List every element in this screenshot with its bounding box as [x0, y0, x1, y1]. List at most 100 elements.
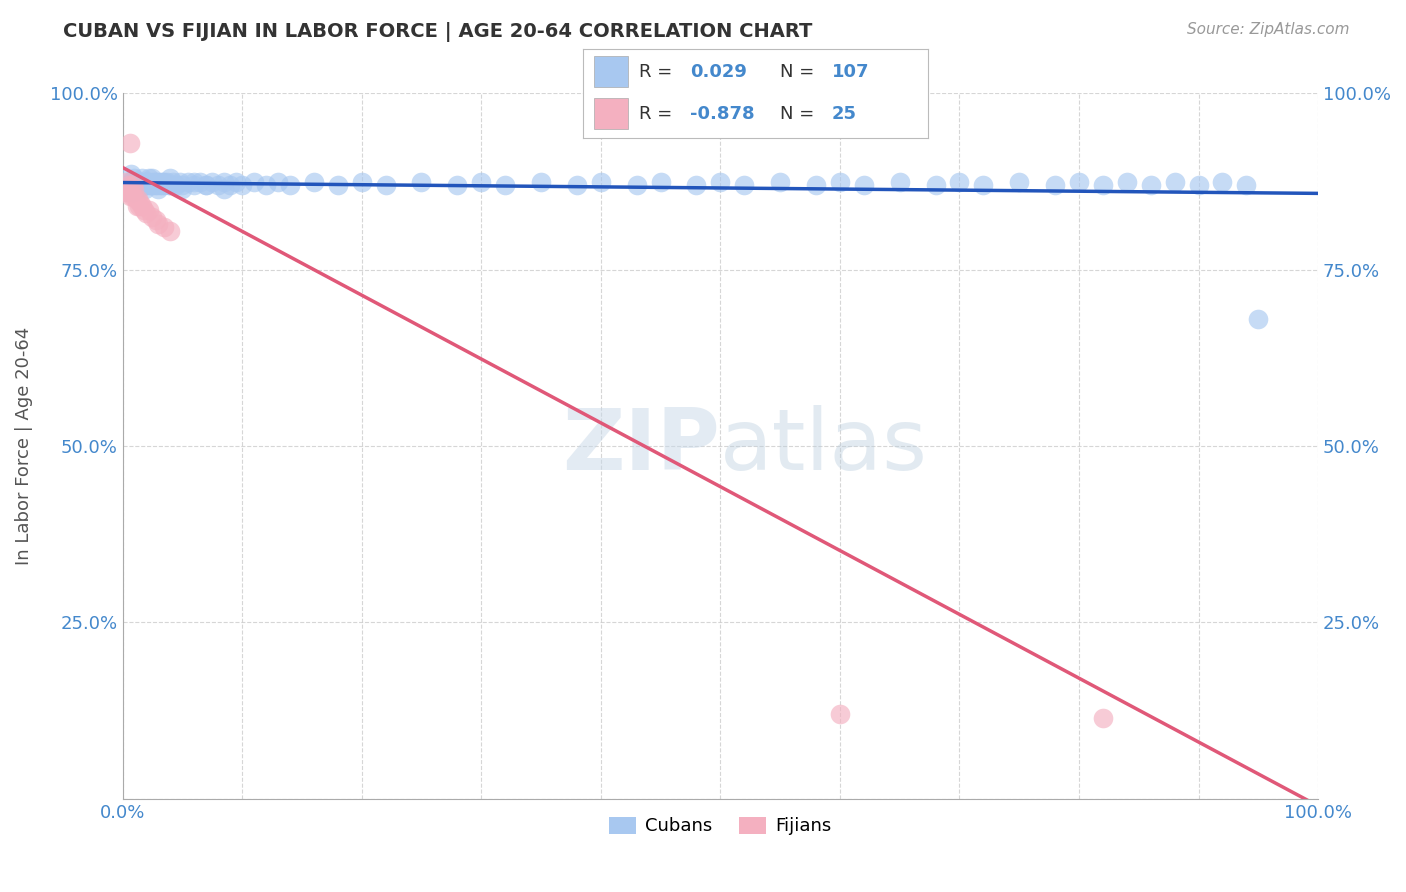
Point: [183, 175, 205, 189]
Point: [149, 175, 172, 189]
Point: [125, 181, 148, 195]
Point: [219, 178, 242, 192]
Point: [136, 178, 159, 192]
Point: [125, 199, 148, 213]
Point: [131, 175, 153, 189]
Point: [159, 178, 181, 192]
Point: [125, 178, 148, 192]
Text: R =: R =: [638, 104, 672, 123]
Point: [122, 185, 145, 199]
Point: [374, 178, 396, 192]
Point: [125, 178, 148, 192]
Point: [650, 175, 672, 189]
Point: [1008, 175, 1031, 189]
Point: [828, 707, 851, 722]
Point: [972, 178, 994, 192]
Point: [589, 175, 612, 189]
Point: [446, 178, 468, 192]
Point: [326, 178, 349, 192]
Point: [685, 178, 707, 192]
Point: [1091, 711, 1114, 725]
Point: [1139, 178, 1161, 192]
Point: [117, 175, 139, 189]
Point: [278, 178, 301, 192]
Point: [530, 175, 553, 189]
Point: [1211, 175, 1233, 189]
Point: [733, 178, 755, 192]
Point: [120, 175, 142, 189]
Y-axis label: In Labor Force | Age 20-64: In Labor Force | Age 20-64: [15, 327, 32, 566]
Text: Source: ZipAtlas.com: Source: ZipAtlas.com: [1187, 22, 1350, 37]
Point: [159, 171, 181, 186]
Point: [150, 178, 173, 192]
Point: [118, 188, 141, 202]
Point: [207, 178, 229, 192]
Point: [769, 175, 792, 189]
Text: N =: N =: [780, 104, 814, 123]
Point: [138, 202, 160, 217]
Bar: [593, 56, 628, 87]
Point: [141, 178, 163, 192]
Point: [709, 175, 731, 189]
Point: [1187, 178, 1209, 192]
Point: [157, 178, 180, 192]
Point: [165, 178, 187, 192]
Point: [1247, 312, 1270, 326]
Text: 25: 25: [831, 104, 856, 123]
Point: [117, 185, 139, 199]
Point: [129, 178, 152, 192]
Point: [243, 175, 266, 189]
Point: [124, 175, 146, 189]
Point: [183, 178, 205, 192]
Point: [169, 175, 191, 189]
Point: [135, 175, 157, 189]
Point: [148, 175, 170, 189]
Point: [124, 171, 146, 186]
Point: [132, 178, 155, 192]
Point: [118, 178, 141, 192]
Point: [565, 178, 588, 192]
Point: [117, 185, 139, 199]
Point: [132, 202, 155, 217]
Point: [201, 175, 224, 189]
Text: CUBAN VS FIJIAN IN LABOR FORCE | AGE 20-64 CORRELATION CHART: CUBAN VS FIJIAN IN LABOR FORCE | AGE 20-…: [63, 22, 813, 42]
Point: [129, 195, 152, 210]
Point: [118, 181, 141, 195]
Point: [139, 175, 162, 189]
Point: [127, 178, 149, 192]
Point: [135, 206, 157, 220]
Point: [117, 178, 139, 192]
Text: N =: N =: [780, 62, 814, 81]
Point: [350, 175, 373, 189]
Point: [225, 175, 247, 189]
Text: ZIP: ZIP: [562, 405, 720, 488]
Point: [924, 178, 946, 192]
Text: -0.878: -0.878: [690, 104, 755, 123]
Point: [120, 168, 142, 182]
Text: R =: R =: [638, 62, 672, 81]
Point: [118, 136, 141, 150]
Point: [134, 181, 156, 195]
Point: [138, 171, 160, 186]
Legend: Cubans, Fijians: Cubans, Fijians: [602, 809, 839, 843]
Point: [120, 185, 142, 199]
Point: [128, 181, 150, 195]
Point: [156, 175, 179, 189]
Point: [254, 178, 277, 192]
Point: [127, 175, 149, 189]
Point: [142, 175, 165, 189]
Point: [127, 192, 149, 206]
Point: [153, 220, 176, 235]
Point: [131, 199, 153, 213]
Point: [1234, 178, 1257, 192]
Point: [1115, 175, 1137, 189]
Text: 107: 107: [831, 62, 869, 81]
Point: [948, 175, 970, 189]
Point: [195, 178, 218, 192]
Point: [470, 175, 492, 189]
Point: [172, 178, 194, 192]
Point: [626, 178, 648, 192]
Point: [195, 178, 218, 192]
Point: [172, 181, 194, 195]
Point: [1067, 175, 1090, 189]
